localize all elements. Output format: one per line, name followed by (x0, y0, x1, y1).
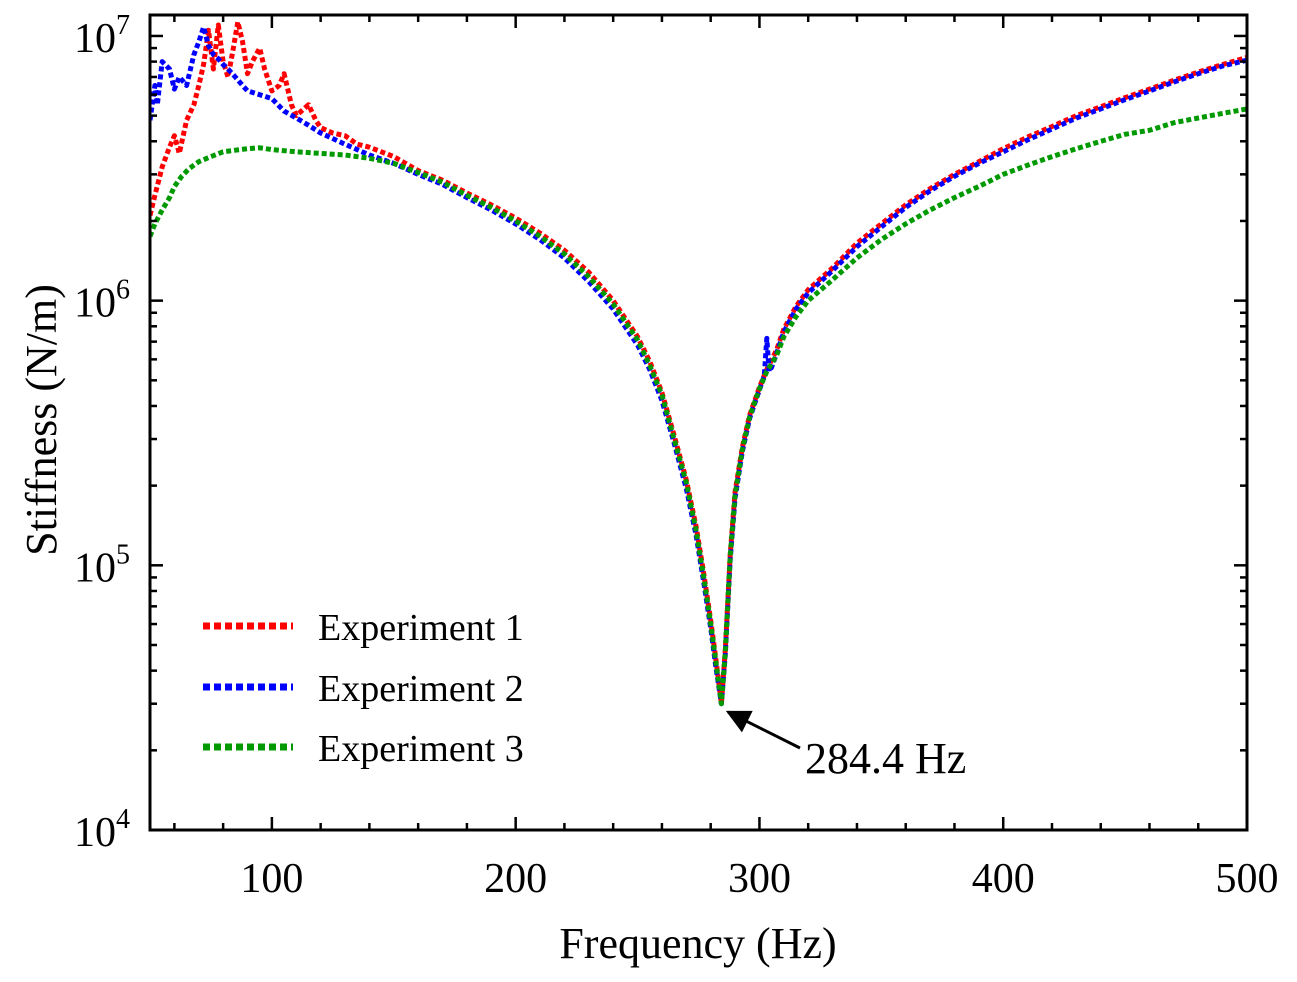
plot-frame (148, 13, 1249, 832)
annotation-arrow (725, 710, 801, 750)
y-tick-label: 105 (74, 539, 130, 591)
x-tick-label: 400 (972, 856, 1035, 902)
y-tick-label: 106 (74, 275, 130, 327)
x-tick-label: 200 (484, 856, 547, 902)
legend-label-experiment-2: Experiment 2 (318, 668, 524, 710)
x-tick-label: 500 (1216, 856, 1279, 902)
x-tick-label: 300 (728, 856, 791, 902)
y-tick-label: 104 (74, 804, 130, 856)
legend: Experiment 1 Experiment 2 Experiment 3 (203, 607, 524, 770)
series-line-experiment-3 (150, 106, 1247, 707)
y-tick-label: 107 (74, 10, 130, 62)
legend-label-experiment-3: Experiment 3 (318, 728, 524, 770)
tick-labels-layer: 100 200 300 400 500 104 105 106 107 (74, 10, 1279, 902)
resonance-annotation: 284.4 Hz (805, 734, 966, 783)
series-line-experiment-2 (150, 24, 1247, 707)
x-tick-label: 100 (240, 856, 303, 902)
ticks-layer (150, 15, 1249, 832)
legend-label-experiment-1: Experiment 1 (318, 607, 524, 649)
series-layer (150, 19, 1247, 707)
y-axis-title: Stiffness (N/m) (17, 284, 66, 556)
x-axis-title: Frequency (Hz) (559, 919, 836, 968)
series-line-experiment-1 (150, 19, 1247, 707)
